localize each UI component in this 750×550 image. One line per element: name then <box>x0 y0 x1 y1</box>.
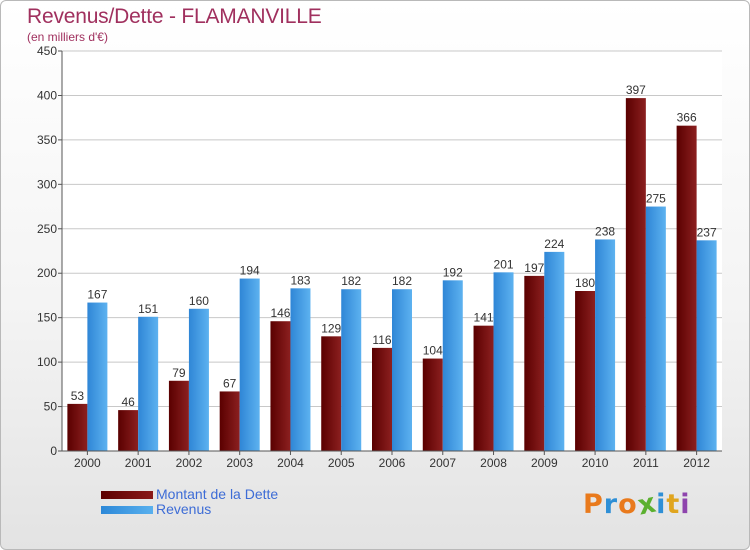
data-label-dette-2002: 79 <box>172 366 186 380</box>
y-tick-label: 450 <box>37 44 57 58</box>
bar-dette-2012 <box>676 125 697 452</box>
bar-revenus-2002 <box>188 308 209 451</box>
x-tick-label: 2009 <box>531 456 558 470</box>
legend-label-revenus: Revenus <box>156 501 212 517</box>
data-label-dette-2009: 197 <box>524 261 544 275</box>
bar-revenus-2011 <box>645 206 666 451</box>
data-labels: 53 167 46 151 79 160 67 194 146 183 129 182 116 182 10… <box>71 83 717 409</box>
logo-letter: r <box>603 489 619 520</box>
x-tick-label: 2008 <box>480 456 507 470</box>
data-label-revenus-2005: 182 <box>341 274 361 288</box>
bar-revenus-2004 <box>290 288 311 451</box>
x-tick-label: 2000 <box>74 456 101 470</box>
legend-swatch-revenus <box>101 505 153 514</box>
bar-dette-2006 <box>372 347 392 451</box>
data-label-dette-2001: 46 <box>121 395 135 409</box>
data-label-dette-2005: 129 <box>321 321 341 335</box>
chart-subtitle: (en milliers d'€) <box>27 30 108 44</box>
x-tick-label: 2002 <box>176 456 203 470</box>
bar-revenus-2005 <box>341 289 362 451</box>
bar-revenus-2006 <box>392 289 412 451</box>
data-label-revenus-2011: 275 <box>646 192 666 206</box>
data-label-revenus-2008: 201 <box>494 257 514 271</box>
y-tick-label: 300 <box>37 177 57 191</box>
data-label-dette-2011: 397 <box>626 83 646 97</box>
bar-dette-2001 <box>118 410 139 451</box>
x-tick-label: 2006 <box>379 456 406 470</box>
legend-item-revenus: Revenus <box>101 502 278 517</box>
data-label-revenus-2001: 151 <box>138 302 158 316</box>
logo-letter: o <box>618 489 638 520</box>
data-label-dette-2010: 180 <box>575 276 595 290</box>
data-label-dette-2003: 67 <box>223 376 237 390</box>
bar-dette-2003 <box>219 391 240 451</box>
data-label-dette-2012: 366 <box>677 111 697 125</box>
bar-dette-2007 <box>422 358 443 451</box>
x-tick-label: 2007 <box>429 456 456 470</box>
data-label-revenus-2004: 183 <box>290 273 310 287</box>
y-tick-label: 100 <box>37 355 57 369</box>
x-tick-label: 2005 <box>328 456 355 470</box>
bar-dette-2008 <box>473 325 494 451</box>
legend: Montant de la Dette Revenus <box>101 487 278 517</box>
y-tick-label: 400 <box>37 88 57 102</box>
x-tick-label: 2004 <box>277 456 304 470</box>
bar-dette-2005 <box>321 336 342 451</box>
x-tick-label: 2012 <box>683 456 710 470</box>
bar-dette-2011 <box>625 98 646 451</box>
data-label-revenus-2010: 238 <box>595 224 615 238</box>
data-label-revenus-2012: 237 <box>697 225 717 239</box>
bar-dette-2004 <box>270 321 291 451</box>
logo-letter: t <box>666 489 681 520</box>
legend-swatch-dette <box>101 490 153 499</box>
logo-letter: P <box>583 489 604 520</box>
bar-dette-2000 <box>67 403 88 451</box>
data-label-revenus-2000: 167 <box>87 288 107 302</box>
bar-revenus-2009 <box>544 251 565 451</box>
bar-revenus-2010 <box>595 239 616 451</box>
data-label-dette-2006: 116 <box>372 333 391 347</box>
y-tick-label: 350 <box>37 133 57 147</box>
y-tick-label: 0 <box>50 444 57 458</box>
bar-revenus-2003 <box>239 278 260 451</box>
data-label-revenus-2009: 224 <box>544 237 564 251</box>
data-label-dette-2007: 104 <box>423 344 443 358</box>
data-label-dette-2008: 141 <box>474 311 494 325</box>
bar-revenus-2001 <box>138 316 159 451</box>
axes: 0 50 100 150 200 250 300 350 400 450 2000 2001 2002 2… <box>37 44 722 470</box>
data-label-dette-2000: 53 <box>71 389 85 403</box>
bar-dette-2009 <box>524 275 545 451</box>
bar-revenus-2000 <box>87 302 108 451</box>
data-label-revenus-2003: 194 <box>240 264 260 278</box>
y-tick-label: 50 <box>44 400 58 414</box>
data-label-revenus-2006: 182 <box>392 274 412 288</box>
bar-revenus-2012 <box>696 240 717 451</box>
bar-revenus-2008 <box>493 272 514 451</box>
data-label-dette-2004: 146 <box>270 306 290 320</box>
y-tick-label: 250 <box>37 222 57 236</box>
x-tick-label: 2011 <box>633 456 659 470</box>
x-tick-label: 2010 <box>582 456 609 470</box>
logo-letter: i <box>680 489 691 520</box>
chart-title: Revenus/Dette - FLAMANVILLE <box>27 5 322 28</box>
x-tick-label: 2003 <box>226 456 253 470</box>
legend-label-dette: Montant de la Dette <box>156 486 279 502</box>
data-label-revenus-2007: 192 <box>443 265 463 279</box>
y-tick-label: 150 <box>37 311 57 325</box>
bars <box>67 98 717 452</box>
bar-dette-2010 <box>575 291 596 451</box>
legend-item-dette: Montant de la Dette <box>101 487 278 502</box>
y-tick-label: 200 <box>37 266 57 280</box>
logo-letter: i <box>656 489 667 520</box>
bar-dette-2002 <box>168 380 189 451</box>
bar-revenus-2007 <box>442 280 463 451</box>
data-label-revenus-2002: 160 <box>189 294 209 308</box>
x-tick-label: 2001 <box>125 456 152 470</box>
proxiti-logo: Proxiti <box>583 487 691 521</box>
